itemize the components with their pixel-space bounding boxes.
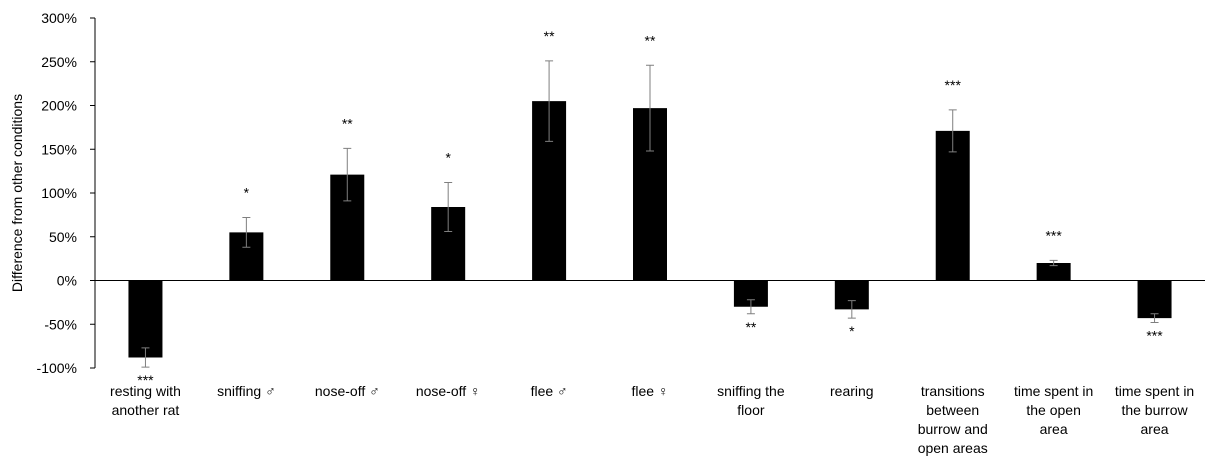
significance-label: *** — [137, 372, 154, 388]
error-bars-group — [141, 60, 1159, 368]
significance-label: *** — [1146, 328, 1163, 344]
error-bar — [141, 347, 150, 368]
bar — [128, 280, 163, 358]
category-label: time spent in the burrow area — [1115, 383, 1194, 437]
y-tick-label: 300% — [41, 10, 77, 26]
error-bar — [444, 182, 453, 232]
y-axis-title: Difference from other conditions — [9, 94, 25, 292]
y-axis-ticks: -100% -50% 0% 50% 100% 150% 200% 250% 300% — [37, 10, 95, 376]
error-bar — [847, 300, 856, 319]
category-label: flee ♂ — [531, 383, 568, 399]
error-bar — [948, 109, 957, 153]
error-bar — [242, 217, 251, 248]
y-tick-label: -50% — [44, 316, 77, 332]
error-bar — [646, 64, 654, 152]
y-tick-label: 200% — [41, 98, 77, 114]
category-label: nose-off ♂ — [315, 383, 380, 399]
bar — [935, 130, 970, 281]
error-bar — [746, 299, 755, 315]
error-bar — [1150, 313, 1159, 323]
category-label: transitions between burrow and open areas — [918, 383, 988, 456]
significance-label: ** — [645, 32, 656, 48]
category-label: resting with another rat — [110, 383, 181, 418]
y-tick-label: 150% — [41, 141, 77, 157]
significance-labels-group: ********* **** ********** — [137, 28, 1163, 388]
significance-label: * — [244, 185, 250, 201]
significance-label: *** — [945, 77, 962, 93]
y-tick-label: -100% — [37, 360, 77, 376]
significance-label: ** — [544, 28, 555, 44]
y-tick-label: 0% — [57, 273, 77, 289]
category-label: sniffing the floor — [717, 383, 785, 418]
significance-label: * — [849, 323, 855, 339]
significance-label: ** — [342, 115, 353, 131]
y-tick-label: 100% — [41, 185, 77, 201]
category-label: rearing — [830, 383, 874, 399]
category-label: sniffing ♂ — [217, 383, 276, 399]
error-bar — [343, 147, 352, 202]
y-tick-label: 250% — [41, 54, 77, 70]
error-bar — [1049, 259, 1058, 267]
category-label: time spent in the open area — [1014, 383, 1093, 437]
bar — [1036, 263, 1071, 281]
significance-label: * — [445, 150, 451, 166]
bar — [1137, 280, 1172, 319]
category-label: flee ♀ — [632, 383, 669, 399]
error-bar — [545, 60, 554, 142]
y-tick-label: 50% — [49, 229, 77, 245]
category-label: nose-off ♀ — [416, 383, 481, 399]
significance-label: *** — [1045, 227, 1062, 243]
category-labels-group: resting with another rat sniffing ♂ nose-of… — [110, 383, 1194, 456]
significance-label: ** — [745, 319, 756, 335]
